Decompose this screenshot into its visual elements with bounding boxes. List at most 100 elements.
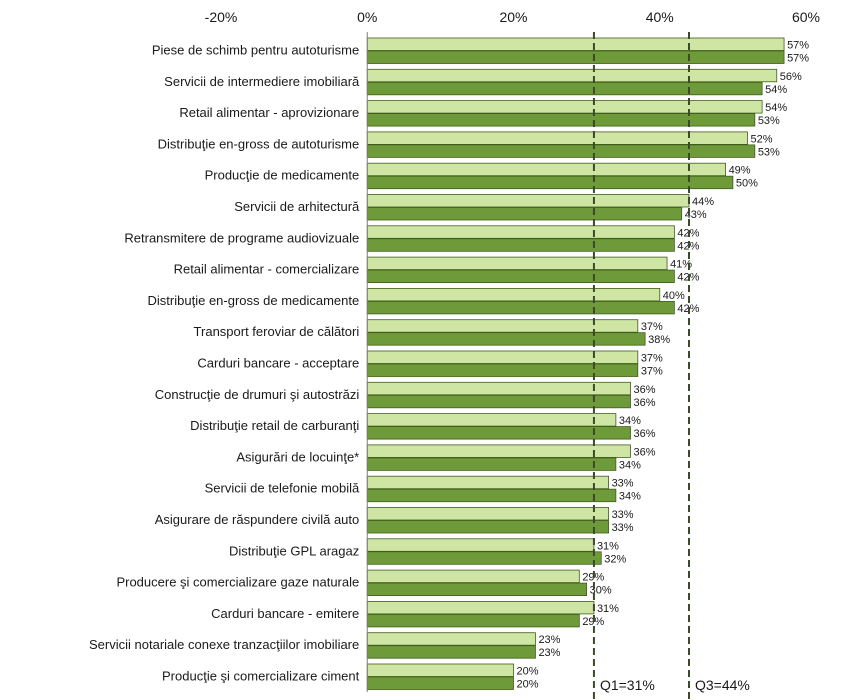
category-label: Carduri bancare - emitere xyxy=(211,606,359,621)
x-tick-label: -20% xyxy=(205,9,238,25)
category-label: Distribuţie GPL aragaz xyxy=(229,543,359,558)
value-label: 36% xyxy=(634,446,656,458)
value-label: 36% xyxy=(634,384,656,396)
category-label: Carduri bancare - acceptare xyxy=(197,356,359,371)
value-label: 34% xyxy=(619,459,641,471)
bar xyxy=(366,601,595,615)
bar xyxy=(366,68,778,83)
bar xyxy=(366,207,683,221)
bar xyxy=(366,332,646,346)
category-labels: Piese de schimb pentru autoturisme Servic… xyxy=(89,43,360,684)
bar xyxy=(366,676,514,690)
bar xyxy=(366,475,609,490)
value-label: 37% xyxy=(641,321,663,333)
value-label: 31% xyxy=(597,540,619,552)
value-label: 53% xyxy=(758,146,780,158)
bar xyxy=(366,256,668,271)
category-label: Construcţie de drumuri şi autostrăzi xyxy=(155,387,360,402)
category-label: Piese de schimb pentru autoturisme xyxy=(152,43,359,58)
value-label: 52% xyxy=(751,133,773,145)
category-label: Asigurări de locuinţe* xyxy=(236,449,359,464)
bar xyxy=(366,50,785,64)
value-label: 20% xyxy=(517,679,539,691)
category-label: Servicii de intermediere imobiliară xyxy=(164,74,360,89)
bar xyxy=(366,507,609,521)
value-label: 38% xyxy=(648,334,670,346)
bar xyxy=(366,350,639,364)
bar xyxy=(366,645,536,659)
value-label: 33% xyxy=(612,478,634,490)
category-label: Producţie şi comercializare ciment xyxy=(162,669,360,684)
value-label: 33% xyxy=(612,522,634,534)
bar xyxy=(366,113,756,127)
category-label: Servicii de telefonie mobilă xyxy=(205,481,360,496)
value-label: 57% xyxy=(787,53,809,65)
bar xyxy=(366,488,617,503)
value-label: 20% xyxy=(517,666,539,678)
category-label: Transport feroviar de călători xyxy=(194,324,360,339)
category-label: Asigurare de răspundere civilă auto xyxy=(155,512,360,527)
category-label: Producere şi comercializare gaze natural… xyxy=(116,575,359,590)
value-label: 34% xyxy=(619,491,641,503)
x-tick-label: 20% xyxy=(499,9,527,25)
bar xyxy=(366,238,675,252)
x-tick-label: 60% xyxy=(792,9,820,25)
bar xyxy=(366,614,580,628)
bar xyxy=(366,381,631,396)
quartile-lines: Q1=31% Q3=44% xyxy=(592,32,750,700)
value-label: 23% xyxy=(538,634,560,646)
value-label: 33% xyxy=(612,509,634,521)
category-label: Producţie de medicamente xyxy=(205,168,360,183)
bar xyxy=(366,269,675,284)
bar xyxy=(366,551,602,565)
value-label: 56% xyxy=(780,71,802,83)
value-label: 41% xyxy=(670,259,692,271)
value-label: 31% xyxy=(597,603,619,615)
bar xyxy=(366,144,756,158)
category-label: Servicii de arhitectură xyxy=(234,199,360,214)
bar xyxy=(366,632,536,646)
bar xyxy=(366,225,675,239)
x-tick-label: 0% xyxy=(357,9,377,25)
x-tick-label: 40% xyxy=(646,9,674,25)
category-label: Retail alimentar - aprovizionare xyxy=(179,105,359,120)
x-axis-ticks: -20% 0% 20% 40% 60% xyxy=(205,9,820,25)
bar xyxy=(366,538,595,552)
value-label: 36% xyxy=(634,397,656,409)
value-label: 34% xyxy=(619,415,641,427)
bar xyxy=(366,363,639,377)
category-label: Servicii notariale conexe tranzacţiilor … xyxy=(89,637,359,652)
value-label: 36% xyxy=(634,428,656,440)
bar xyxy=(366,100,763,114)
category-label: Distribuţie en-gross de autoturisme xyxy=(158,136,360,151)
value-label: 37% xyxy=(641,366,663,378)
bar xyxy=(366,426,631,440)
bar xyxy=(366,569,580,583)
category-label: Retransmitere de programe audiovizuale xyxy=(124,230,359,245)
bar xyxy=(366,287,661,302)
bars xyxy=(366,32,785,692)
bar xyxy=(366,319,639,333)
value-label: 37% xyxy=(641,353,663,365)
value-label: 44% xyxy=(692,196,714,208)
value-label: 32% xyxy=(604,553,626,565)
bar xyxy=(366,582,588,596)
bar xyxy=(366,194,690,208)
value-label: 57% xyxy=(787,40,809,52)
bar xyxy=(366,444,631,458)
bar xyxy=(366,37,785,51)
bar xyxy=(366,457,617,471)
value-label: 50% xyxy=(736,178,758,190)
bar xyxy=(366,413,617,427)
bar xyxy=(366,175,734,190)
bar xyxy=(366,81,763,96)
category-label: Distribuţie retail de carburanţi xyxy=(190,418,359,433)
bar xyxy=(366,300,675,315)
category-label: Distribuţie en-gross de medicamente xyxy=(148,293,360,308)
value-label: 53% xyxy=(758,115,780,127)
value-label: 40% xyxy=(663,290,685,302)
value-label: 54% xyxy=(765,84,787,96)
value-label: 23% xyxy=(538,647,560,659)
quartile-label: Q3=44% xyxy=(695,677,750,693)
